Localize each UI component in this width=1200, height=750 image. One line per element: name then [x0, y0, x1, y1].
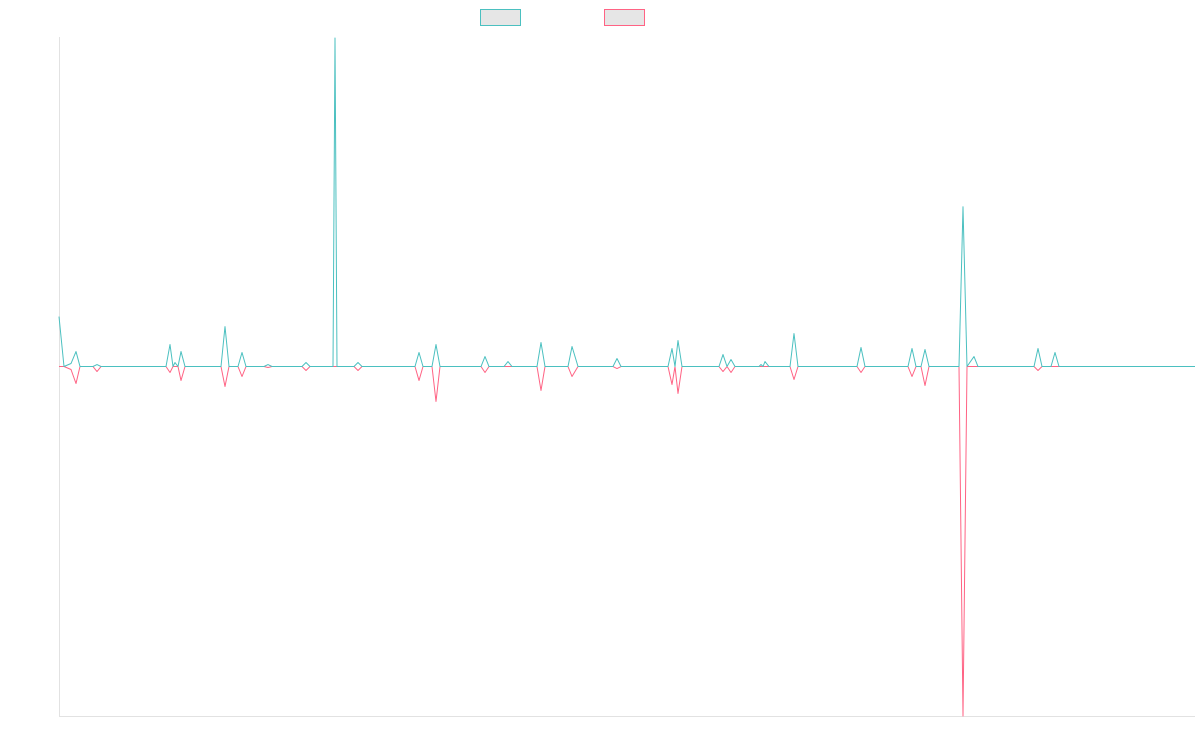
series-line	[59, 366, 1195, 717]
legend-swatch	[480, 9, 521, 26]
series-line	[58, 37, 1195, 368]
legend-swatch	[604, 9, 645, 26]
